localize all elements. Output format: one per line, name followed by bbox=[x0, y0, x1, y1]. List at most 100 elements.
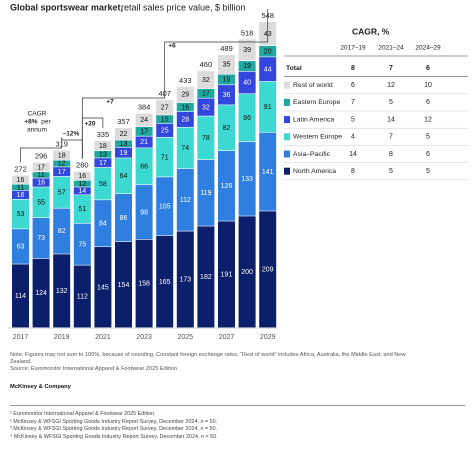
x-tick-label: 2023 bbox=[136, 334, 152, 341]
chart: Global sportswear market, retail sales p… bbox=[8, 2, 468, 341]
bar-segment bbox=[135, 113, 153, 127]
bar-segment bbox=[53, 150, 71, 160]
legend-swatch bbox=[284, 133, 290, 141]
data-label: 141 bbox=[262, 169, 274, 176]
data-label: 158 bbox=[138, 281, 150, 288]
data-label: 112 bbox=[180, 197, 191, 204]
bar-segment bbox=[73, 195, 91, 223]
bar-segment bbox=[156, 137, 174, 177]
bar-segment bbox=[115, 147, 132, 158]
data-label: 82 bbox=[223, 125, 231, 132]
bar-segment bbox=[53, 167, 71, 177]
total-label: 489 bbox=[220, 44, 233, 53]
bar-segment bbox=[238, 216, 256, 328]
bar-segment bbox=[218, 74, 235, 85]
table-row-label: Asia–Pacific bbox=[293, 151, 331, 158]
data-label: 17 bbox=[58, 169, 66, 176]
footnote: ⁴ McKinsey & WFSGI Sporting Goods Indust… bbox=[10, 433, 218, 440]
table-cell: 5 bbox=[389, 99, 393, 106]
table-cell: 8 bbox=[351, 65, 355, 72]
bar-segment bbox=[135, 136, 153, 148]
bar-segment bbox=[32, 187, 50, 218]
data-label: 11 bbox=[17, 184, 24, 191]
bar-segment bbox=[115, 140, 132, 148]
data-label: 114 bbox=[15, 293, 26, 300]
data-label: 53 bbox=[17, 211, 25, 218]
data-label: 64 bbox=[120, 173, 128, 180]
x-tick-label: 2029 bbox=[260, 334, 276, 341]
table-cell: 5 bbox=[351, 116, 355, 123]
data-label: 173 bbox=[179, 277, 191, 284]
data-label: 40 bbox=[243, 80, 251, 87]
bar-segment bbox=[12, 264, 29, 328]
bar-segment bbox=[94, 150, 112, 158]
table-row-label: Rest of world bbox=[293, 82, 333, 89]
bar-segment bbox=[218, 221, 235, 328]
bar-segment bbox=[238, 94, 256, 142]
bar-segment bbox=[12, 175, 29, 184]
data-label: 19 bbox=[223, 77, 231, 84]
table-cell: 5 bbox=[426, 134, 430, 141]
bar-segment bbox=[53, 176, 71, 208]
data-label: 165 bbox=[159, 279, 171, 286]
table-title: CAGR, % bbox=[352, 26, 390, 36]
bar-segment bbox=[94, 200, 112, 247]
table-column-header: 2024–29 bbox=[415, 45, 441, 52]
data-label: 145 bbox=[97, 284, 109, 291]
bar-segment bbox=[94, 167, 112, 200]
data-label: 124 bbox=[35, 290, 47, 297]
data-label: 84 bbox=[99, 220, 107, 227]
data-label: 200 bbox=[241, 269, 253, 276]
table-row-label: Latin America bbox=[293, 116, 334, 123]
data-label: 19 bbox=[243, 63, 251, 70]
x-tick-label: 2021 bbox=[95, 334, 111, 341]
bar-segment bbox=[156, 235, 174, 328]
legend-swatch bbox=[284, 98, 290, 106]
bar-segment bbox=[218, 150, 235, 221]
bar-segment bbox=[156, 115, 174, 124]
table-cell: 14 bbox=[387, 116, 395, 123]
bar-segment bbox=[12, 229, 29, 264]
data-label: 82 bbox=[58, 228, 66, 235]
bar-segment bbox=[73, 265, 91, 328]
data-label: 36 bbox=[223, 92, 231, 99]
data-label: 28 bbox=[181, 117, 189, 124]
data-label: 12 bbox=[78, 181, 86, 188]
data-label: 35 bbox=[223, 62, 231, 69]
data-label: 27 bbox=[161, 105, 169, 112]
total-label: 296 bbox=[35, 152, 48, 161]
table-row-label: North America bbox=[293, 168, 336, 175]
table-cell: 8 bbox=[351, 168, 355, 175]
bar-segment bbox=[115, 128, 132, 140]
bar-segment bbox=[218, 105, 235, 151]
annotation: –12% bbox=[63, 131, 80, 138]
bar-segment bbox=[53, 160, 71, 167]
data-label: 105 bbox=[159, 203, 171, 210]
table-cell: 6 bbox=[351, 82, 355, 89]
data-label: 51 bbox=[78, 206, 86, 213]
data-label: 12 bbox=[58, 161, 66, 168]
brand: McKinsey & Company bbox=[10, 384, 71, 390]
bar-segment bbox=[135, 239, 153, 328]
bar-segment bbox=[259, 211, 277, 328]
table-cell: 14 bbox=[349, 151, 357, 158]
bar-segment bbox=[218, 85, 235, 105]
footnote: ² McKinsey & WFSGI Sporting Goods Indust… bbox=[10, 418, 218, 425]
total-label: 384 bbox=[138, 103, 151, 112]
x-tick-label: 2017 bbox=[13, 334, 29, 341]
legend-swatch bbox=[284, 81, 290, 89]
data-label: 91 bbox=[264, 104, 272, 111]
bar-segment bbox=[238, 39, 256, 61]
footnotes: ¹ Euromonitor International Apparel & Fo… bbox=[10, 411, 218, 441]
bar-segment bbox=[197, 89, 215, 98]
data-label: 19 bbox=[120, 150, 128, 157]
annotation: CAGR bbox=[28, 111, 47, 118]
bar-segment bbox=[156, 177, 174, 236]
bar-segment bbox=[218, 54, 235, 74]
bar-segment bbox=[73, 223, 91, 265]
data-label: 182 bbox=[200, 274, 212, 281]
bar-segment bbox=[259, 57, 277, 82]
data-label: 133 bbox=[241, 176, 253, 183]
data-label: 119 bbox=[200, 190, 211, 197]
